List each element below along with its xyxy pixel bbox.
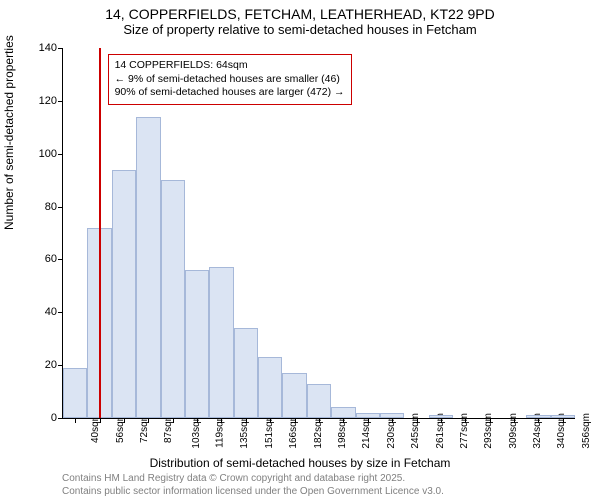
histogram-bar (161, 180, 185, 418)
x-tick-mark (343, 418, 344, 423)
reference-line (99, 48, 101, 418)
x-tick-label: 261sqm (434, 413, 445, 449)
x-tick-mark (270, 418, 271, 423)
x-tick-label: 119sqm (215, 413, 226, 448)
y-tick-label: 20 (29, 359, 57, 371)
y-tick-label: 80 (29, 201, 57, 213)
footer-line-2: Contains public sector information licen… (62, 486, 444, 499)
x-tick-mark (124, 418, 125, 423)
x-tick-label: 151sqm (264, 413, 275, 449)
footer-line-1: Contains HM Land Registry data © Crown c… (62, 473, 444, 486)
x-tick-label: 356sqm (581, 413, 592, 449)
histogram-bar (307, 384, 331, 418)
x-tick-label: 324sqm (532, 413, 543, 449)
chart-title-block: 14, COPPERFIELDS, FETCHAM, LEATHERHEAD, … (0, 0, 600, 37)
y-tick-label: 120 (29, 95, 57, 107)
x-tick-mark (563, 418, 564, 423)
histogram-bar (209, 267, 233, 418)
x-tick-mark (490, 418, 491, 423)
x-tick-mark (368, 418, 369, 423)
histogram-bar (234, 328, 258, 418)
callout-box: 14 COPPERFIELDS: 64sqm← 9% of semi-detac… (108, 54, 352, 105)
histogram-bar (258, 357, 282, 418)
x-tick-mark (465, 418, 466, 423)
x-tick-label: 214sqm (361, 413, 372, 449)
x-tick-label: 230sqm (386, 413, 397, 449)
y-tick-mark (58, 154, 63, 155)
x-tick-mark (197, 418, 198, 423)
x-tick-label: 309sqm (507, 413, 518, 449)
y-tick-mark (58, 259, 63, 260)
x-tick-mark (441, 418, 442, 423)
x-tick-label: 198sqm (337, 413, 348, 449)
x-tick-label: 245sqm (410, 413, 421, 449)
chart-footer: Contains HM Land Registry data © Crown c… (62, 473, 444, 498)
histogram-bar (136, 117, 160, 418)
chart-subtitle: Size of property relative to semi-detach… (0, 22, 600, 37)
histogram-bar (63, 368, 87, 418)
x-tick-label: 293sqm (483, 413, 494, 449)
x-tick-mark (514, 418, 515, 423)
x-tick-label: 103sqm (190, 413, 201, 449)
y-tick-label: 100 (29, 148, 57, 160)
x-axis-label: Distribution of semi-detached houses by … (0, 456, 600, 470)
histogram-bar (185, 270, 209, 418)
x-tick-mark (538, 418, 539, 423)
y-axis-label: Number of semi-detached properties (2, 35, 16, 230)
x-tick-label: 277sqm (459, 413, 470, 449)
plot-area: 02040608010012014040sqm56sqm72sqm87sqm10… (62, 48, 575, 419)
x-tick-mark (173, 418, 174, 423)
y-tick-mark (58, 207, 63, 208)
histogram-bar (331, 407, 355, 418)
chart-container: 14, COPPERFIELDS, FETCHAM, LEATHERHEAD, … (0, 0, 600, 500)
histogram-bar (282, 373, 306, 418)
y-tick-label: 60 (29, 253, 57, 265)
x-tick-label: 166sqm (288, 413, 299, 449)
callout-line-2: ← 9% of semi-detached houses are smaller… (115, 73, 345, 87)
x-tick-mark (246, 418, 247, 423)
x-tick-label: 135sqm (239, 413, 250, 449)
x-tick-mark (221, 418, 222, 423)
x-tick-mark (148, 418, 149, 423)
y-tick-mark (58, 48, 63, 49)
x-tick-label: 340sqm (556, 413, 567, 449)
x-tick-mark (319, 418, 320, 423)
y-tick-mark (58, 312, 63, 313)
y-tick-label: 0 (29, 412, 57, 424)
x-tick-mark (75, 418, 76, 423)
chart-title-address: 14, COPPERFIELDS, FETCHAM, LEATHERHEAD, … (0, 6, 600, 22)
y-tick-mark (58, 365, 63, 366)
x-tick-mark (417, 418, 418, 423)
callout-line-3: 90% of semi-detached houses are larger (… (115, 86, 345, 100)
y-tick-label: 140 (29, 42, 57, 54)
callout-line-1: 14 COPPERFIELDS: 64sqm (115, 59, 345, 73)
histogram-bar (112, 170, 136, 418)
x-tick-mark (100, 418, 101, 423)
y-tick-mark (58, 418, 63, 419)
x-tick-mark (392, 418, 393, 423)
y-tick-mark (58, 101, 63, 102)
x-tick-label: 182sqm (312, 413, 323, 449)
y-tick-label: 40 (29, 306, 57, 318)
x-tick-mark (295, 418, 296, 423)
